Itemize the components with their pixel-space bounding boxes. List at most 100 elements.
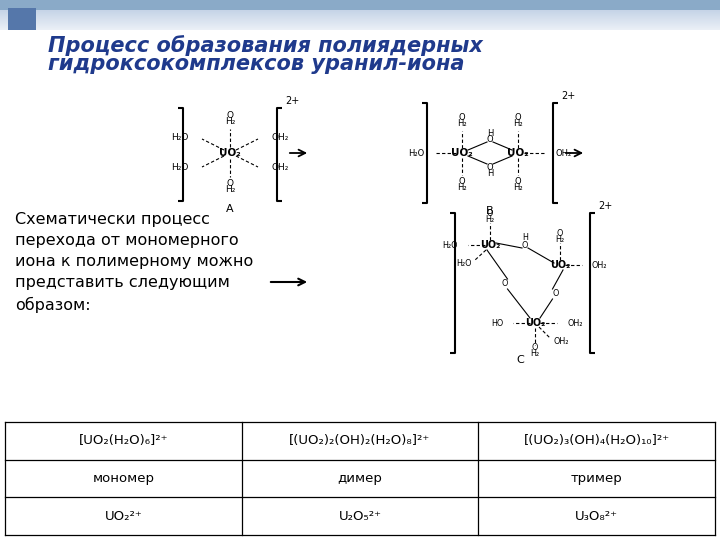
Bar <box>0 23 720 24</box>
Bar <box>0 38 720 39</box>
Text: H₂: H₂ <box>531 349 539 359</box>
Bar <box>0 29 720 30</box>
Text: UO₂: UO₂ <box>507 148 529 158</box>
Text: O: O <box>487 210 493 219</box>
Bar <box>0 27 720 28</box>
Text: O: O <box>557 230 563 239</box>
Text: H₂: H₂ <box>555 234 564 244</box>
Text: U₃O₈²⁺: U₃O₈²⁺ <box>575 510 618 523</box>
Bar <box>0 34 720 35</box>
Bar <box>0 32 720 33</box>
Text: H₂: H₂ <box>225 118 235 126</box>
Text: H₂: H₂ <box>485 214 495 224</box>
Bar <box>0 15 720 16</box>
Text: H₂O: H₂O <box>408 148 424 158</box>
Text: UO₂: UO₂ <box>480 240 500 250</box>
Bar <box>0 5 720 6</box>
Bar <box>0 0 720 10</box>
Text: H₂: H₂ <box>457 119 467 129</box>
Text: H₂O: H₂O <box>443 240 458 249</box>
Text: [UO₂(H₂O)₆]²⁺: [UO₂(H₂O)₆]²⁺ <box>78 434 168 447</box>
Text: гидроксокомплексов уранил-иона: гидроксокомплексов уранил-иона <box>48 54 464 74</box>
Text: OH₂: OH₂ <box>272 133 289 143</box>
Text: H: H <box>487 129 493 138</box>
Text: 2+: 2+ <box>285 96 300 106</box>
Text: Процесс образования полиядерных: Процесс образования полиядерных <box>48 35 483 56</box>
Bar <box>0 11 720 12</box>
Text: H: H <box>487 170 493 179</box>
Text: H₂: H₂ <box>513 184 523 192</box>
Bar <box>0 18 720 19</box>
Bar <box>0 8 720 9</box>
Text: H₂: H₂ <box>225 186 235 194</box>
Bar <box>0 22 720 23</box>
Text: 2+: 2+ <box>598 201 612 211</box>
Text: O: O <box>532 343 538 353</box>
Text: O: O <box>522 240 528 249</box>
Text: U₂O₅²⁺: U₂O₅²⁺ <box>338 510 382 523</box>
Bar <box>0 35 720 36</box>
Bar <box>0 10 720 11</box>
Bar <box>0 28 720 29</box>
Text: UO₂: UO₂ <box>451 148 473 158</box>
Bar <box>0 14 720 15</box>
Bar <box>8 8 36 30</box>
Bar <box>0 17 720 18</box>
Text: O: O <box>552 289 559 299</box>
Bar <box>0 20 720 21</box>
Text: OH₂: OH₂ <box>567 319 582 327</box>
Bar <box>0 33 720 34</box>
Text: O: O <box>515 113 521 123</box>
Bar <box>0 4 720 5</box>
Text: UO₂²⁺: UO₂²⁺ <box>104 510 143 523</box>
Text: UO₂: UO₂ <box>219 148 241 158</box>
Text: O: O <box>459 113 465 123</box>
Bar <box>0 9 720 10</box>
Bar <box>0 19 720 20</box>
Bar <box>0 25 720 26</box>
Text: O: O <box>515 177 521 186</box>
Text: HO: HO <box>491 319 503 327</box>
Text: мономер: мономер <box>92 472 154 485</box>
Bar <box>0 37 720 38</box>
Text: A: A <box>226 204 234 214</box>
Text: UO₂: UO₂ <box>525 318 545 328</box>
Bar <box>0 26 720 27</box>
Text: 2+: 2+ <box>561 91 575 101</box>
Bar <box>0 7 720 8</box>
Text: H: H <box>522 233 528 242</box>
Bar <box>0 1 720 2</box>
Text: H₂O: H₂O <box>456 259 472 268</box>
Text: H₂: H₂ <box>513 119 523 129</box>
Text: OH₂: OH₂ <box>272 164 289 172</box>
Bar <box>0 36 720 37</box>
Text: O: O <box>487 134 493 144</box>
Text: B: B <box>486 206 494 216</box>
Text: H₂O: H₂O <box>171 133 188 143</box>
Text: C: C <box>516 355 524 365</box>
Bar <box>0 30 720 31</box>
Text: тример: тример <box>571 472 623 485</box>
Bar <box>0 12 720 13</box>
Text: [(UO₂)₂(OH)₂(H₂O)₈]²⁺: [(UO₂)₂(OH)₂(H₂O)₈]²⁺ <box>289 434 431 447</box>
Text: O: O <box>459 177 465 186</box>
Text: H₂O: H₂O <box>171 164 188 172</box>
Text: O: O <box>227 179 233 187</box>
Bar <box>0 13 720 14</box>
Bar <box>0 0 720 1</box>
Text: O: O <box>501 280 508 288</box>
Text: H₂: H₂ <box>457 184 467 192</box>
Bar <box>0 39 720 40</box>
Text: OH₂: OH₂ <box>556 148 572 158</box>
Text: Схематически процесс
перехода от мономерного
иона к полимерному можно
представит: Схематически процесс перехода от мономер… <box>15 212 253 313</box>
Bar <box>0 31 720 32</box>
Text: UO₂: UO₂ <box>550 260 570 270</box>
Text: [(UO₂)₃(OH)₄(H₂O)₁₀]²⁺: [(UO₂)₃(OH)₄(H₂O)₁₀]²⁺ <box>523 434 670 447</box>
Bar <box>0 2 720 3</box>
Bar <box>0 6 720 7</box>
Text: O: O <box>487 163 493 172</box>
Bar <box>0 3 720 4</box>
Bar <box>0 24 720 25</box>
Text: O: O <box>227 111 233 120</box>
Bar <box>0 16 720 17</box>
